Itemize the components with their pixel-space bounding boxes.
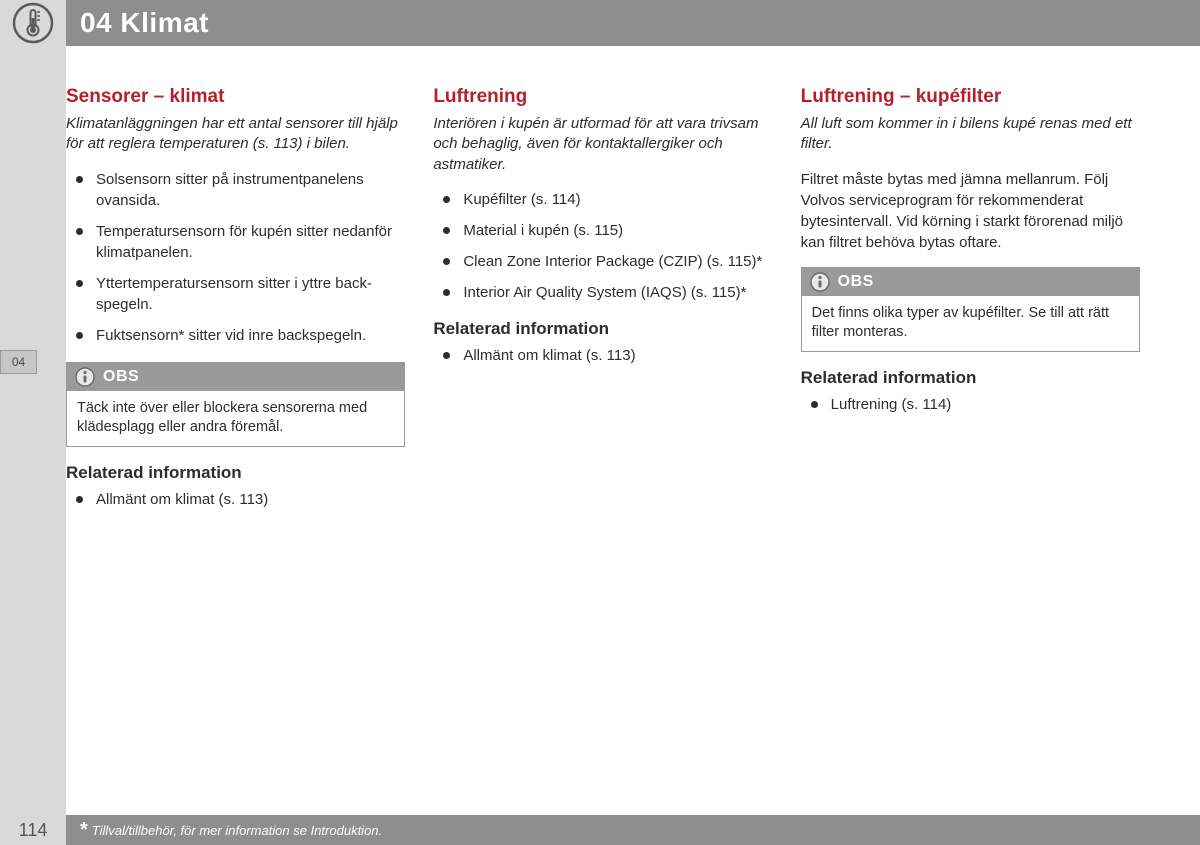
list-item: Yttertemperatursensorn sitter i yttre ba… <box>66 273 405 315</box>
related-list: Allmänt om klimat (s. 113) <box>66 489 405 510</box>
chapter-tab: 04 <box>0 350 37 374</box>
body-paragraph: Filtret måste bytas med jämna mellanrum.… <box>801 169 1140 253</box>
info-icon <box>810 272 830 292</box>
section-heading: Sensorer – klimat <box>66 86 405 108</box>
list-item: Temperatursensorn för kupén sitter nedan… <box>66 221 405 263</box>
note-body: Det finns olika typer av kupéfilter. Se … <box>802 296 1139 351</box>
note-box: OBS Det finns olika typer av kupéfilter.… <box>801 267 1140 352</box>
note-body: Täck inte över eller blockera sensorerna… <box>67 391 404 446</box>
chapter-tab-label: 04 <box>12 355 25 369</box>
chapter-title: 04 Klimat <box>80 7 209 39</box>
section-intro: Interiören i kupén är utformad för att v… <box>433 114 772 175</box>
note-label: OBS <box>103 368 139 386</box>
thermometer-icon <box>12 2 54 44</box>
page-number: 114 <box>0 815 66 845</box>
related-heading: Relaterad information <box>66 463 405 483</box>
content-area: Sensorer – klimat Klimatanläggningen har… <box>66 86 1140 805</box>
note-header: OBS <box>67 363 404 391</box>
info-icon <box>75 367 95 387</box>
list-item: Interior Air Quality System (IAQS) (s. 1… <box>433 282 772 303</box>
list-item: Material i kupén (s. 115) <box>433 220 772 241</box>
section-intro: Klimatanläggningen har ett antal sensore… <box>66 114 405 155</box>
section-heading: Luftrening – kupéfilter <box>801 86 1140 108</box>
left-rail <box>0 0 66 845</box>
column-1: Sensorer – klimat Klimatanläggningen har… <box>66 86 405 805</box>
footer-text: Tillval/tillbehör, för mer information s… <box>92 823 382 838</box>
note-label: OBS <box>838 273 874 291</box>
note-box: OBS Täck inte över eller blockera sensor… <box>66 362 405 447</box>
header-bar: 04 Klimat <box>66 0 1200 46</box>
list-item: Allmänt om klimat (s. 113) <box>66 489 405 510</box>
list-item: Allmänt om klimat (s. 113) <box>433 345 772 366</box>
list-item: Fuktsensorn* sitter vid inre backspegeln… <box>66 325 405 346</box>
bullet-list: Solsensorn sitter på instrumentpanelens … <box>66 169 405 346</box>
section-heading: Luftrening <box>433 86 772 108</box>
column-3: Luftrening – kupéfilter All luft som kom… <box>801 86 1140 805</box>
list-item: Kupéfilter (s. 114) <box>433 189 772 210</box>
related-list: Allmänt om klimat (s. 113) <box>433 345 772 366</box>
list-item: Solsensorn sitter på instrumentpanelens … <box>66 169 405 211</box>
related-heading: Relaterad information <box>801 368 1140 388</box>
list-item: Clean Zone Interior Package (CZIP) (s. 1… <box>433 251 772 272</box>
column-2: Luftrening Interiören i kupén är utforma… <box>433 86 772 805</box>
footer-bar: * Tillval/tillbehör, för mer information… <box>66 815 1200 845</box>
related-heading: Relaterad information <box>433 319 772 339</box>
asterisk-icon: * <box>80 820 88 840</box>
related-list: Luftrening (s. 114) <box>801 394 1140 415</box>
page: 04 Klimat 04 Sensorer – klimat Klimatanl… <box>0 0 1200 845</box>
list-item: Luftrening (s. 114) <box>801 394 1140 415</box>
chapter-icon-wrap <box>6 0 60 46</box>
bullet-list: Kupéfilter (s. 114) Material i kupén (s.… <box>433 189 772 303</box>
note-header: OBS <box>802 268 1139 296</box>
section-intro: All luft som kommer in i bilens kupé ren… <box>801 114 1140 155</box>
